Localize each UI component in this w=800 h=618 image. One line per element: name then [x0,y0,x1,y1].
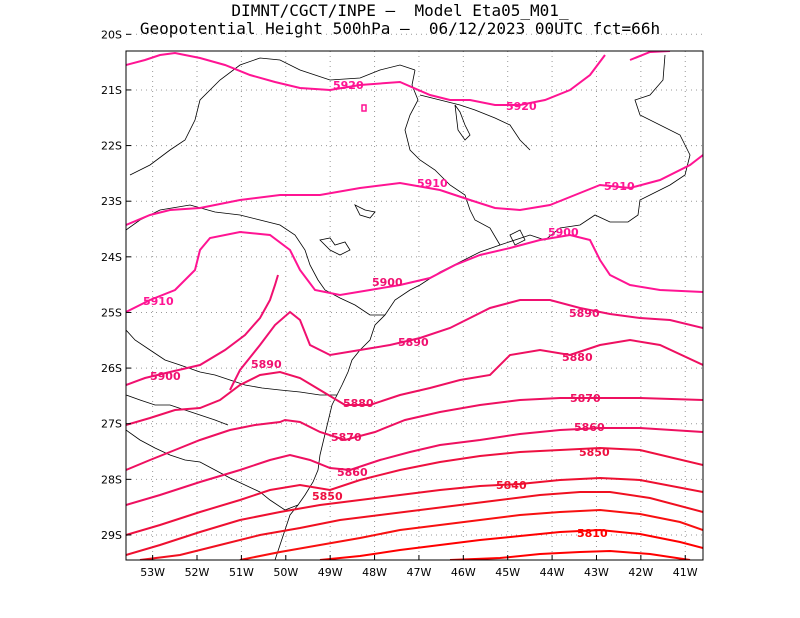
contour-5840 [126,476,703,556]
contour-label-5890: 5890 [251,358,282,371]
contour-5920 [126,51,606,106]
lat-tick-label: 28S [101,473,122,486]
contour-5880 [126,338,703,426]
contour-label-5900: 5900 [150,370,181,383]
coastlines-borders [126,54,691,560]
contour-5910 [126,154,703,226]
contour-5910-b [126,230,703,313]
contour-label-5860: 5860 [337,466,368,479]
contour-label-5900: 5900 [548,226,579,239]
title-line-2: Geopotential Height 500hPa – 06/12/2023 … [139,19,661,38]
lat-tick-label: 26S [101,362,122,375]
island [454,104,471,141]
lon-tick-label: 42W [628,566,653,579]
lon-tick-label: 43W [584,566,609,579]
island [319,237,351,256]
contour-label-5910: 5910 [417,177,448,190]
contour-label-5890: 5890 [398,336,429,349]
contour-5920-b [629,51,671,61]
lon-tick-label: 45W [495,566,520,579]
coastline [274,54,691,560]
lon-tick-label: 49W [318,566,343,579]
contour-label-5910: 5910 [143,295,174,308]
state-border [126,204,385,316]
contour-label-5900: 5900 [372,276,403,289]
contour-label-5880: 5880 [343,397,374,410]
map-frame [125,50,704,561]
contour-5870 [126,397,703,471]
contour-lines [126,51,703,560]
state-border [404,69,501,246]
state-border [126,394,229,426]
lon-tick-label: 48W [362,566,387,579]
contour-label-5860: 5860 [574,421,605,434]
contour-label-5910: 5910 [604,180,635,193]
contour-5800 [449,549,691,560]
lon-tick-label: 46W [451,566,476,579]
lon-tick-label: 50W [273,566,298,579]
contour-label-5810: 5810 [577,527,608,540]
contour-5900 [126,274,279,386]
lon-tick-label: 47W [407,566,432,579]
title-line-1: DIMNT/CGCT/INPE – Model Eta05_M01_ [231,1,569,20]
state-border [419,94,531,151]
island [509,229,526,246]
contour-5830 [139,491,703,560]
contour-label-5920: 5920 [333,79,364,92]
state-border [129,57,416,176]
contour-5890 [229,299,703,391]
contour-5810 [319,528,703,560]
lat-tick-label: 21S [101,84,122,97]
lat-tick-label: 27S [101,418,122,431]
lat-tick-label: 25S [101,306,122,319]
lon-tick-label: 53W [140,566,165,579]
lon-tick-label: 51W [229,566,254,579]
contour-label-5850: 5850 [579,446,610,459]
contour-label-5890: 5890 [569,307,600,320]
lon-tick-label: 44W [540,566,565,579]
contour-label-5840: 5840 [496,479,527,492]
contour-label-5920: 5920 [506,100,537,113]
axis-ticks: 53W 52W 51W 50W 49W 48W 47W 46W 45W 44W 43W 42W 41W 2… [101,28,698,579]
lat-tick-label: 29S [101,529,122,542]
state-border [126,429,299,511]
grid-lines [126,33,703,560]
island [354,204,376,219]
contour-5920-closed [361,104,367,112]
lon-tick-label: 41W [673,566,698,579]
contour-5820 [239,508,703,560]
lon-tick-label: 52W [185,566,210,579]
contour-5850 [126,446,703,536]
lat-tick-label: 24S [101,251,122,264]
state-border [126,329,337,396]
contour-label-5870: 5870 [570,392,601,405]
contour-labels: 5920 5920 5910 5910 5910 5900 5900 5900 … [143,79,635,540]
contour-label-5850: 5850 [312,490,343,503]
contour-label-5870: 5870 [331,431,362,444]
lat-tick-label: 22S [101,140,122,153]
contour-5860 [126,427,703,506]
lat-tick-label: 23S [101,195,122,208]
lat-tick-label: 20S [101,28,122,41]
map-title: DIMNT/CGCT/INPE – Model Eta05_M01_ Geopo… [0,2,800,38]
contour-label-5880: 5880 [562,351,593,364]
